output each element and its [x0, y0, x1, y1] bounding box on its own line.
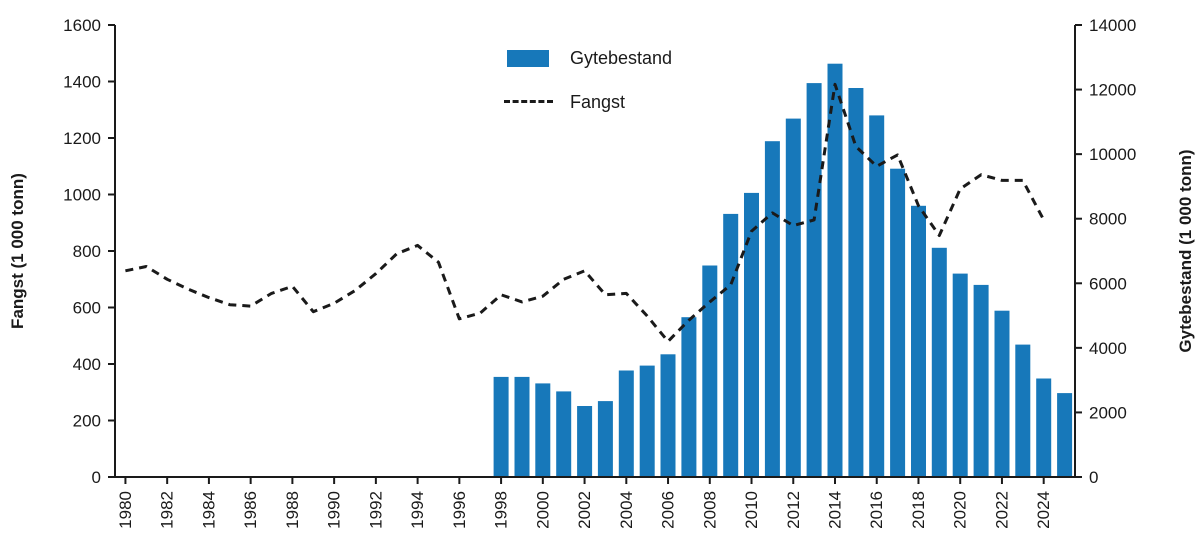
x-tick-label: 1998	[492, 491, 511, 529]
left-tick-label: 600	[73, 299, 101, 318]
legend-dash-fangst	[504, 100, 553, 103]
x-tick-label: 1984	[199, 491, 218, 529]
bar-2017	[890, 168, 906, 477]
bar-2020	[952, 273, 968, 477]
bar-2010	[744, 192, 759, 477]
x-tick-label: 2022	[992, 491, 1011, 529]
right-tick-label: 14000	[1089, 16, 1136, 35]
left-axis-title: Fangst (1 000 tonn)	[8, 173, 27, 329]
left-tick-label: 1600	[63, 16, 101, 35]
left-tick-label: 400	[73, 355, 101, 374]
bar-2002	[577, 406, 593, 477]
x-tick-label: 1990	[325, 491, 344, 529]
bar-1999	[514, 376, 530, 477]
x-tick-label: 1994	[408, 491, 427, 529]
x-tick-label: 1996	[450, 491, 469, 529]
bar-2014	[827, 63, 843, 477]
x-tick-label: 1986	[241, 491, 260, 529]
x-tick-label: 1992	[366, 491, 385, 529]
bar-2022	[994, 310, 1010, 477]
bar-2004	[618, 370, 634, 477]
x-tick-label: 2002	[575, 491, 594, 529]
bar-2001	[556, 391, 572, 477]
right-tick-label: 4000	[1089, 339, 1127, 358]
bar-2016	[869, 115, 885, 478]
x-tick-label: 2004	[617, 491, 636, 529]
x-tick-label: 2012	[784, 491, 803, 529]
bar-2011	[764, 141, 780, 477]
x-tick-label: 2020	[951, 491, 970, 529]
x-tick-label: 1980	[116, 491, 135, 529]
bar-2021	[973, 284, 989, 477]
x-tick-label: 2024	[1034, 491, 1053, 529]
left-tick-label: 200	[73, 412, 101, 431]
bar-2008	[702, 265, 718, 477]
x-tick-label: 2016	[867, 491, 886, 529]
legend-label-gytebestand: Gytebestand	[570, 48, 673, 68]
fangst-line	[125, 82, 1046, 343]
left-tick-label: 1200	[63, 129, 101, 148]
bar-1998	[493, 376, 509, 477]
bar-2005	[639, 365, 655, 477]
left-tick-label: 800	[73, 242, 101, 261]
right-axis-title: Gytebestand (1 000 tonn)	[1176, 149, 1195, 353]
left-tick-label: 0	[92, 468, 101, 487]
bar-2019	[931, 247, 947, 477]
x-tick-label: 1988	[283, 491, 302, 529]
bar-2012	[785, 118, 801, 477]
bar-2006	[660, 354, 676, 477]
x-tick-label: 2010	[742, 491, 761, 529]
bar-2000	[535, 383, 551, 477]
x-tick-label: 2006	[659, 491, 678, 529]
legend-swatch-gytebestand	[507, 50, 549, 67]
legend-label-fangst: Fangst	[570, 92, 626, 112]
right-tick-label: 8000	[1089, 210, 1127, 229]
bar-2024	[1036, 378, 1052, 477]
x-tick-label: 2014	[826, 491, 845, 529]
bar-2015	[848, 88, 864, 477]
left-tick-label: 1000	[63, 186, 101, 205]
bar-2003	[597, 401, 613, 477]
right-tick-label: 10000	[1089, 145, 1136, 164]
right-tick-label: 0	[1089, 468, 1098, 487]
x-tick-label: 2018	[909, 491, 928, 529]
bar-2007	[681, 317, 697, 477]
bar-2009	[723, 213, 739, 477]
bar-2018	[911, 205, 926, 478]
right-tick-label: 6000	[1089, 274, 1127, 293]
x-tick-label: 1982	[158, 491, 177, 529]
right-tick-label: 12000	[1089, 81, 1136, 100]
x-tick-label: 2008	[700, 491, 719, 529]
bar-2023	[1015, 344, 1031, 477]
bar-2025	[1057, 393, 1073, 477]
bar-2013	[806, 83, 822, 477]
left-tick-label: 1400	[63, 73, 101, 92]
right-tick-label: 2000	[1089, 403, 1127, 422]
x-tick-label: 2000	[533, 491, 552, 529]
